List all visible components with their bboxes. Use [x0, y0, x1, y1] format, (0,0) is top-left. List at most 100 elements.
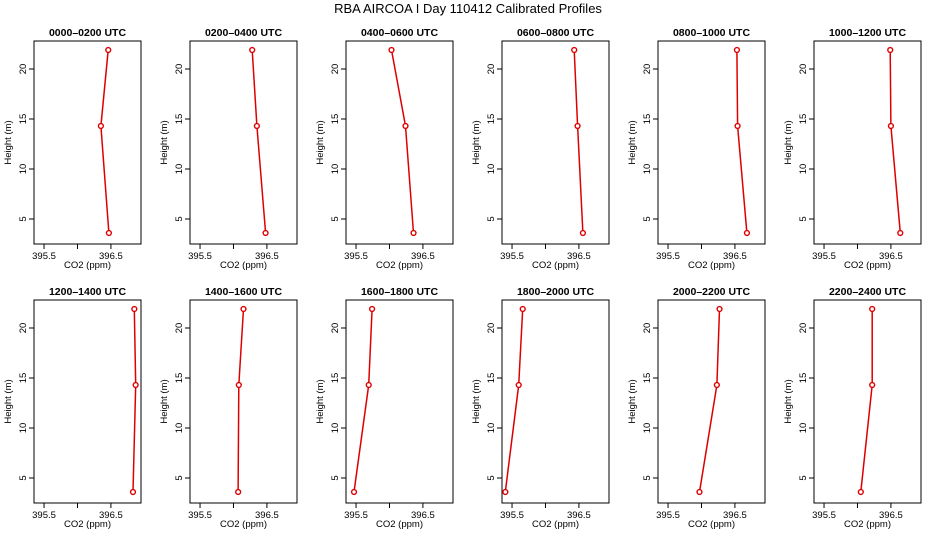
data-point [388, 46, 395, 54]
x-axis-label: CO2 (ppm) [688, 519, 735, 530]
data-point [743, 229, 751, 237]
profile-line [504, 308, 524, 493]
x-tick-label: 396.5 [99, 251, 123, 262]
plot-frame [813, 40, 922, 245]
y-tick-label: 5 [798, 216, 809, 221]
data-point [579, 229, 587, 237]
data-point [734, 122, 741, 130]
data-point [574, 122, 581, 130]
data-point [129, 488, 137, 496]
x-axis-label: CO2 (ppm) [220, 260, 267, 271]
y-tick-label: 20 [174, 64, 185, 75]
x-tick-label: 396.5 [879, 251, 903, 262]
y-tick-label: 10 [642, 164, 653, 175]
x-tick-label: 396.5 [99, 510, 123, 521]
x-tick-label: 395.5 [32, 251, 56, 262]
profile-line [390, 49, 415, 234]
x-axis-label: CO2 (ppm) [64, 519, 111, 530]
data-point [235, 381, 242, 389]
y-axis-label: Height (m) [627, 379, 638, 423]
y-tick-label: 10 [798, 423, 809, 434]
profile-line [237, 308, 245, 493]
data-point [571, 46, 578, 54]
x-tick-label: 395.5 [188, 510, 212, 521]
panel-title: 1400–1600 UTC [205, 286, 282, 298]
plot-frame [501, 40, 610, 245]
x-axis-label: CO2 (ppm) [844, 260, 891, 271]
y-axis-label: Height (m) [783, 379, 794, 423]
data-point [240, 305, 247, 313]
y-axis-label: Height (m) [627, 120, 638, 164]
x-tick-label: 396.5 [879, 510, 903, 521]
profile-line [573, 49, 584, 234]
x-axis-label: CO2 (ppm) [688, 260, 735, 271]
y-tick-label: 5 [798, 475, 809, 480]
x-tick-label: 395.5 [500, 510, 524, 521]
data-point [105, 46, 112, 54]
x-tick-label: 396.5 [723, 510, 747, 521]
profile-line [698, 308, 721, 493]
plot-frame [33, 40, 142, 245]
data-point [696, 488, 703, 496]
panel-title: 0000–0200 UTC [49, 27, 126, 39]
panel-title: 0400–0600 UTC [361, 27, 438, 39]
plot-frame [189, 299, 298, 504]
y-tick-label: 15 [798, 373, 809, 384]
x-tick-label: 395.5 [812, 510, 836, 521]
y-axis-label: Height (m) [315, 379, 326, 423]
x-axis-label: CO2 (ppm) [64, 260, 111, 271]
plot-frame [33, 299, 142, 504]
plot-frame [501, 299, 610, 504]
x-tick-label: 395.5 [32, 510, 56, 521]
x-tick-label: 395.5 [188, 251, 212, 262]
plot-frame [657, 40, 766, 245]
x-tick-label: 395.5 [500, 251, 524, 262]
profile-line [353, 308, 373, 493]
y-tick-label: 20 [642, 323, 653, 334]
y-tick-label: 20 [798, 323, 809, 334]
profile-line [251, 49, 267, 234]
panel-title: 1000–1200 UTC [829, 27, 906, 39]
y-tick-label: 5 [642, 216, 653, 221]
y-tick-label: 20 [486, 323, 497, 334]
x-axis-label: CO2 (ppm) [220, 519, 267, 530]
data-point [716, 305, 723, 313]
data-point [249, 46, 256, 54]
y-tick-label: 20 [330, 64, 341, 75]
y-tick-label: 15 [642, 373, 653, 384]
y-tick-label: 15 [330, 114, 341, 125]
data-point [887, 46, 894, 54]
y-tick-label: 5 [330, 475, 341, 480]
data-point [713, 381, 720, 389]
y-tick-label: 15 [642, 114, 653, 125]
x-tick-label: 395.5 [344, 251, 368, 262]
y-tick-label: 15 [486, 373, 497, 384]
y-tick-label: 10 [486, 164, 497, 175]
y-tick-label: 5 [330, 216, 341, 221]
profile-line [889, 49, 902, 234]
x-tick-label: 395.5 [656, 251, 680, 262]
y-axis-label: Height (m) [783, 120, 794, 164]
y-axis-label: Height (m) [159, 379, 170, 423]
data-point [887, 122, 895, 130]
y-tick-label: 10 [330, 423, 341, 434]
y-tick-label: 5 [174, 216, 185, 221]
data-point [519, 305, 526, 313]
y-tick-label: 5 [174, 475, 185, 480]
y-tick-label: 10 [174, 423, 185, 434]
y-tick-label: 20 [486, 64, 497, 75]
y-tick-label: 15 [18, 114, 29, 125]
data-point [262, 229, 269, 237]
data-point [733, 46, 741, 54]
x-axis-label: CO2 (ppm) [532, 260, 579, 271]
y-tick-label: 10 [642, 423, 653, 434]
y-tick-label: 15 [798, 114, 809, 125]
y-tick-label: 10 [798, 164, 809, 175]
data-point [368, 305, 376, 313]
y-tick-label: 15 [486, 114, 497, 125]
x-axis-label: CO2 (ppm) [376, 260, 423, 271]
y-tick-label: 5 [18, 216, 29, 221]
x-tick-label: 396.5 [255, 510, 279, 521]
panel-title: 0800–1000 UTC [673, 27, 750, 39]
